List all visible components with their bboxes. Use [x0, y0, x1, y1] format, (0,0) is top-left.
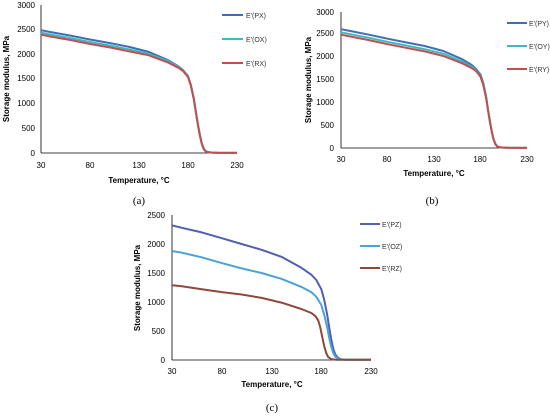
panel-c-y-tick-1: 500	[152, 327, 166, 336]
panel-c-legend-label-oz: E'(OZ)	[382, 244, 402, 251]
panel-a-y-tick-0: 0	[31, 149, 36, 158]
panel-c-x-tick-2: 130	[265, 367, 279, 376]
panel-c-legend: E'(PZ) E'(OZ) E'(RZ)	[360, 222, 402, 273]
panel-a-x-tick-2: 130	[132, 161, 146, 170]
panel-a-x-tick-1: 80	[86, 161, 95, 170]
panel-a-y-tick-3: 1500	[17, 74, 35, 83]
panel-c-x-tick-0: 30	[168, 367, 177, 376]
panel-c-x-tick-4: 230	[364, 367, 378, 376]
panel-b-y-tick-3: 1500	[316, 75, 334, 84]
panel-c-plot-area	[171, 224, 371, 361]
panel-a-x-tick-3: 180	[181, 161, 195, 170]
panel-a-plot-area	[40, 29, 238, 154]
panel-a-y-tick-5: 2500	[17, 25, 35, 34]
panel-b-x-tick-3: 180	[473, 155, 487, 164]
panel-b-x-tick-labels: 30 80 130 180 230	[337, 155, 535, 164]
panel-a-series-line-2	[40, 31, 238, 154]
panel-b-x-tick-4: 230	[520, 155, 534, 164]
panel-b: 0 500 1000 1500 2000 2500 3000 30 80 130…	[304, 8, 550, 207]
panel-a-y-tick-labels: 0 500 1000 1500 2000 2500 3000	[17, 1, 35, 158]
panel-b-series-line-3	[340, 33, 528, 149]
panel-a-legend: E'(PX) E'(OX) E'(RX)	[222, 13, 267, 68]
panel-c-y-tick-labels: 0 500 1000 1500 2000 2500	[147, 211, 165, 365]
panel-a-y-tick-2: 1000	[17, 99, 35, 108]
panel-c: 0 500 1000 1500 2000 2500 30 80 130 180 …	[133, 211, 402, 414]
panel-c-y-tick-4: 2000	[147, 240, 165, 249]
panel-a-series-line-1	[40, 29, 238, 154]
panel-b-plot-area	[340, 28, 528, 149]
panel-b-x-tick-0: 30	[337, 155, 346, 164]
panel-b-x-tick-2: 130	[427, 155, 441, 164]
panel-a-legend-label-ox: E'(OX)	[246, 37, 267, 44]
panel-c-series-line-3	[171, 284, 371, 361]
panel-b-legend-label-ry: E'(RY)	[529, 67, 549, 74]
panel-a-x-tick-4: 230	[230, 161, 244, 170]
panel-b-y-tick-4: 2000	[316, 52, 334, 61]
panel-a-x-axis-title: Temperature, °C	[108, 176, 170, 185]
panel-b-legend: E'(PY) E'(OY) E'(RY)	[507, 21, 550, 74]
panel-a-x-tick-labels: 30 80 130 180 230	[37, 161, 245, 170]
panel-b-y-tick-0: 0	[330, 144, 335, 153]
panel-a-x-tick-0: 30	[37, 161, 46, 170]
panel-c-y-axis-title: Storage modulus, MPa	[133, 244, 142, 331]
panel-c-legend-label-rz: E'(RZ)	[382, 266, 402, 273]
panel-b-legend-label-py: E'(PY)	[529, 21, 549, 28]
panel-b-y-tick-2: 1000	[316, 98, 334, 107]
panel-c-series-line-2	[171, 250, 371, 361]
panel-c-y-tick-3: 1500	[147, 269, 165, 278]
panel-a: 0 500 1000 1500 2000 2500 3000 30 80 130…	[2, 1, 267, 207]
panel-c-y-tick-5: 2500	[147, 211, 165, 220]
panel-c-x-tick-1: 80	[218, 367, 227, 376]
panel-a-caption: (a)	[133, 195, 146, 207]
panel-b-legend-label-oy: E'(OY)	[529, 44, 550, 51]
panel-a-y-axis-title: Storage modulus, MPa	[2, 35, 11, 122]
panel-b-y-tick-labels: 0 500 1000 1500 2000 2500 3000	[316, 8, 334, 153]
panel-b-x-axis-title: Temperature, °C	[403, 169, 465, 178]
panel-a-legend-label-rx: E'(RX)	[246, 61, 266, 68]
panel-b-x-tick-1: 80	[383, 155, 392, 164]
panel-b-y-axis-title: Storage modulus, MPa	[304, 36, 313, 123]
panel-c-x-axis-title: Temperature, °C	[241, 380, 303, 389]
panel-c-series-line-1	[171, 224, 371, 361]
panel-c-x-tick-labels: 30 80 130 180 230	[168, 367, 379, 376]
panel-b-y-tick-5: 2500	[316, 29, 334, 38]
panel-b-series-line-2	[340, 31, 528, 149]
panel-a-y-tick-4: 2000	[17, 50, 35, 59]
panel-a-series-line-3	[40, 33, 238, 154]
panel-a-y-tick-1: 500	[22, 124, 36, 133]
panel-a-legend-label-px: E'(PX)	[246, 13, 266, 20]
panel-b-series-line-1	[340, 28, 528, 149]
panel-c-caption: (c)	[266, 402, 279, 414]
panel-c-x-tick-3: 180	[314, 367, 328, 376]
panel-b-y-tick-1: 500	[321, 121, 335, 130]
panel-c-y-tick-2: 1000	[147, 298, 165, 307]
panel-a-y-tick-6: 3000	[17, 1, 35, 10]
panel-c-y-tick-0: 0	[161, 356, 166, 365]
panel-c-legend-label-pz: E'(PZ)	[382, 222, 402, 229]
panel-b-caption: (b)	[426, 195, 439, 207]
panel-b-y-tick-6: 3000	[316, 8, 334, 17]
